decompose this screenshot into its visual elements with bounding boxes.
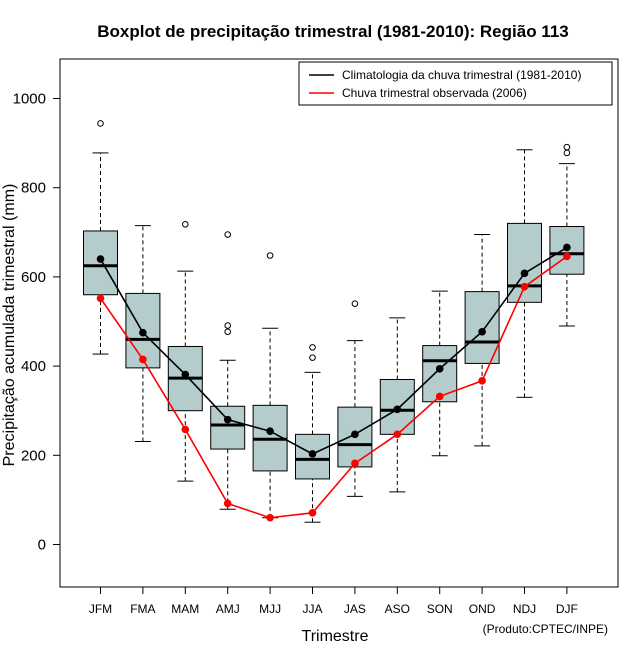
x-axis: JFM FMA MAM AMJ MJJ JJA JAS ASO SON OND NDJ DJF — [89, 586, 578, 616]
x-tick-label: ASO — [385, 602, 410, 616]
series-point-observada — [139, 355, 147, 364]
series-point-climatologia — [435, 364, 444, 373]
box-SON — [422, 290, 458, 457]
outlier-point — [97, 120, 104, 127]
credit-text: (Produto:CPTEC/INPE) — [483, 622, 608, 636]
y-tick-label: 0 — [38, 537, 46, 554]
legend-box — [298, 61, 613, 106]
y-tick-label: 600 — [21, 269, 46, 286]
box-MJJ — [252, 252, 288, 519]
legend-label-observada: Chuva trimestral observada (2006) — [342, 86, 527, 100]
x-tick-label: JFM — [89, 602, 112, 616]
box-ASO — [379, 317, 415, 493]
series-point-climatologia — [393, 405, 402, 414]
series-point-observada — [563, 252, 571, 261]
box-body — [464, 291, 500, 364]
outlier-point — [563, 149, 571, 157]
series-point-climatologia — [351, 430, 359, 439]
y-tick-label: 400 — [21, 358, 46, 375]
outlier-point — [224, 231, 231, 238]
series-point-climatologia — [520, 269, 529, 278]
box-MAM — [167, 220, 203, 482]
y-axis: 0 200 400 600 800 1000 — [13, 91, 61, 554]
series-point-observada — [223, 499, 232, 508]
x-tick-label: JAS — [344, 602, 366, 616]
series-point-observada — [266, 513, 274, 522]
series-point-observada — [96, 294, 105, 303]
series-point-observada — [351, 459, 359, 468]
series-point-climatologia — [96, 255, 105, 263]
series-point-observada — [308, 509, 317, 517]
series-point-climatologia — [139, 328, 147, 337]
x-tick-label: FMA — [130, 602, 155, 616]
x-tick-label: OND — [469, 602, 496, 616]
series-point-observada — [520, 282, 529, 291]
x-tick-label: MJJ — [259, 602, 281, 616]
box-JJA — [295, 344, 330, 523]
y-tick-label: 200 — [21, 447, 46, 464]
box-DJF — [549, 143, 585, 327]
outlier-point — [563, 143, 571, 151]
x-tick-label: MAM — [171, 602, 199, 616]
x-tick-label: NDJ — [513, 602, 536, 616]
series-point-observada — [393, 430, 402, 439]
series-point-climatologia — [478, 327, 486, 336]
legend-label-climatologia: Climatologia da chuva trimestral (1981-2… — [342, 68, 581, 82]
outlier-point — [309, 344, 316, 351]
y-axis-title: Precipitação acumulada trimestral (mm) — [1, 184, 18, 467]
series-point-climatologia — [563, 243, 571, 252]
outlier-point — [309, 354, 316, 361]
series-line-observada — [99, 255, 568, 519]
x-tick-label: DJF — [556, 602, 578, 616]
series-line-climatologia — [99, 246, 568, 455]
chart-title: Boxplot de precipitação trimestral (1981… — [97, 22, 568, 41]
series-point-observada — [478, 377, 486, 385]
series-point-observada — [181, 425, 190, 434]
outlier-point — [266, 252, 274, 259]
series-layer — [96, 243, 571, 522]
x-tick-label: SON — [427, 602, 453, 616]
series-point-climatologia — [223, 415, 232, 424]
series-point-climatologia — [308, 450, 317, 458]
x-axis-title: Trimestre — [302, 628, 369, 645]
series-point-climatologia — [181, 370, 190, 379]
x-tick-label: JJA — [302, 602, 322, 616]
box-JAS — [337, 300, 373, 497]
y-tick-label: 1000 — [13, 91, 46, 108]
outlier-point — [224, 328, 231, 336]
outlier-point — [182, 220, 189, 228]
outlier-point — [351, 300, 359, 307]
legend: Climatologia da chuva trimestral (1981-2… — [298, 61, 613, 106]
series-point-observada — [435, 392, 444, 401]
series-point-climatologia — [266, 427, 274, 436]
box-JFM — [83, 120, 118, 355]
x-tick-label: AMJ — [216, 602, 240, 616]
box-body — [210, 405, 246, 450]
box-AMJ — [210, 231, 246, 510]
outlier-point — [224, 322, 231, 329]
y-tick-label: 800 — [21, 180, 46, 197]
box-OND — [464, 234, 500, 447]
